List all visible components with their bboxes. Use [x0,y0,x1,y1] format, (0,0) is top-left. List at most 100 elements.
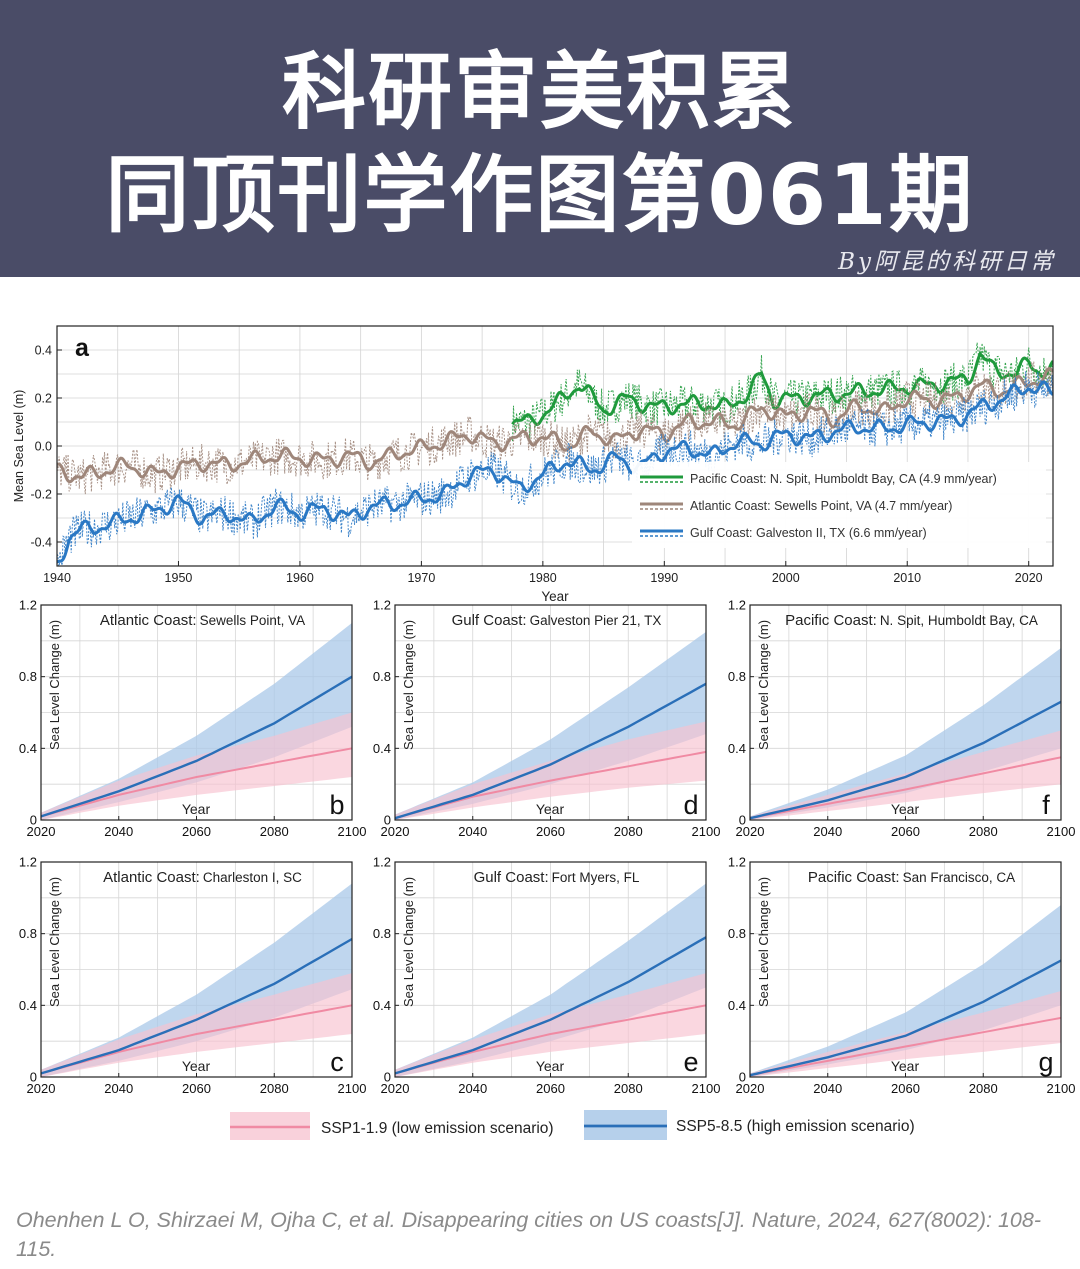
panel-title-region: Atlantic Coast: [100,612,197,629]
y-tick-label: 0.2 [35,392,52,406]
line-ssp119 [749,756,1062,820]
x-tick-label: 2100 [692,1081,721,1096]
panel-b: 2020 2040 2060 2080 2100 0 0.4 0.8 1.2 Sea Level … [19,598,367,840]
x-axis-label: Year [536,1058,565,1074]
x-axis-label: Year [891,801,920,817]
panel-label-a: a [75,334,90,362]
y-tick-label: 0.8 [19,669,37,684]
x-tick-label: 2020 [1015,571,1043,585]
panel-f: 2020 2040 2060 2080 2100 0 0.4 0.8 1.2 Sea Level … [728,598,1076,840]
title-line-2: 同顶刊学作图第061期 [105,146,975,244]
x-tick-label: 1940 [43,571,71,585]
frame [749,604,1062,821]
y-axis-label: Mean Sea Level (m) [12,390,26,503]
y-tick-label: 0 [30,813,37,828]
y-tick-label: 0.4 [35,344,52,358]
smoothed-line-gulf [57,380,1053,564]
x-tick-label: 2020 [27,824,56,839]
x-tick-label: 1960 [286,571,314,585]
x-tick-label: 2080 [260,824,289,839]
x-tick-label: 2000 [772,571,800,585]
frame [56,325,1054,567]
y-tick-label: 1.2 [19,855,37,870]
y-axis-label: Sea Level Change (m) [47,877,62,1007]
line-ssp119 [40,747,353,818]
panel-title: Gulf Coast: Fort Myers, FL [474,869,640,886]
x-tick-label: 2060 [182,824,211,839]
line-ssp585 [40,937,353,1075]
smoothed-line-pacific [511,351,1053,427]
line-ssp585 [749,700,1062,820]
y-axis-label: Sea Level Change (m) [756,620,771,750]
x-tick-label: 2100 [338,824,367,839]
panel-title-region: Pacific Coast: [785,612,877,629]
y-tick-label: 0.8 [373,669,391,684]
monthly-line-gulf [57,371,1053,566]
x-tick-label: 2040 [104,1081,133,1096]
x-axis-label: Year [891,1058,920,1074]
panel-title-region: Atlantic Coast: [103,869,200,886]
x-tick-label: 2040 [813,824,842,839]
y-axis-label: Sea Level Change (m) [401,877,416,1007]
x-tick-label: 2100 [692,824,721,839]
line-ssp119 [749,1016,1062,1077]
panel-e: 2020 2040 2060 2080 2100 0 0.4 0.8 1.2 Sea Level … [373,855,721,1097]
panel-label-c: c [330,1047,344,1077]
x-tick-label: 2080 [260,1081,289,1096]
y-tick-label: 0 [30,1070,37,1085]
x-tick-label: 2100 [338,1081,367,1096]
x-tick-label: 2020 [27,1081,56,1096]
y-tick-label: 0 [384,813,391,828]
x-tick-label: 2060 [536,824,565,839]
panel-title-region: Gulf Coast: [452,612,527,629]
x-tick-label: 2010 [893,571,921,585]
x-tick-label: 1950 [165,571,193,585]
panel-label-g: g [1038,1047,1053,1077]
panel-title: Atlantic Coast: Sewells Point, VA [100,612,305,629]
y-axis-label: Sea Level Change (m) [47,620,62,750]
y-tick-label: 1.2 [19,598,37,613]
y-tick-label: 0.8 [728,669,746,684]
x-tick-label: 2080 [969,1081,998,1096]
x-tick-label: 2100 [1047,824,1076,839]
panel-label-f: f [1042,790,1050,820]
y-tick-label: -0.4 [30,536,52,550]
panel-title-site: Galveston Pier 21, TX [530,613,662,628]
y-tick-label: 0 [739,813,746,828]
citation: Ohenhen L O, Shirzaei M, Ojha C, et al. … [16,1208,1041,1261]
x-tick-label: 2100 [1047,1081,1076,1096]
legend-label-ssp585: SSP5-8.5 (high emission scenario) [676,1118,915,1135]
band-ssp119 [750,730,1061,820]
y-tick-label: 0.4 [373,998,391,1013]
panel-g: 2020 2040 2060 2080 2100 0 0.4 0.8 1.2 Sea Level … [728,855,1076,1097]
legend-bottom: SSP1-1.9 (low emission scenario) SSP5-8.5… [230,1110,915,1140]
y-tick-label: -0.2 [30,488,52,502]
y-tick-label: 0.4 [728,741,746,756]
line-ssp585 [394,936,707,1075]
y-tick-label: 1.2 [728,598,746,613]
x-tick-label: 2020 [736,1081,765,1096]
panel-a: 1940 1950 1960 1970 1980 1990 2000 2010 2020 -0.4… [12,325,1054,604]
monthly-line-pacific [512,342,1053,442]
panel-d: 2020 2040 2060 2080 2100 0 0.4 0.8 1.2 Sea Level … [373,598,721,840]
x-tick-label: 2060 [891,824,920,839]
panel-label-d: d [683,790,698,820]
panel-title-site: San Francisco, CA [903,870,1016,885]
y-tick-label: 0.4 [373,741,391,756]
title-line-1: 科研审美积累 [281,43,798,141]
x-axis-label: Year [182,1058,211,1074]
x-tick-label: 2040 [813,1081,842,1096]
panel-title-region: Gulf Coast: [474,869,549,886]
y-tick-label: 0.8 [373,926,391,941]
band-ssp119 [41,712,352,820]
y-tick-label: 0.4 [19,998,37,1013]
x-tick-label: 2020 [381,1081,410,1096]
y-tick-label: 0.0 [35,440,52,454]
series-atlantic [57,361,1053,495]
x-tick-label: 2060 [536,1081,565,1096]
legend-a: Pacific Coast: N. Spit, Humboldt Bay, CA… [632,462,1046,548]
y-tick-label: 0.4 [19,741,37,756]
y-tick-label: 0 [739,1070,746,1085]
panel-label-e: e [683,1047,698,1077]
legend-label-pacific: Pacific Coast: N. Spit, Humboldt Bay, CA… [690,472,997,486]
